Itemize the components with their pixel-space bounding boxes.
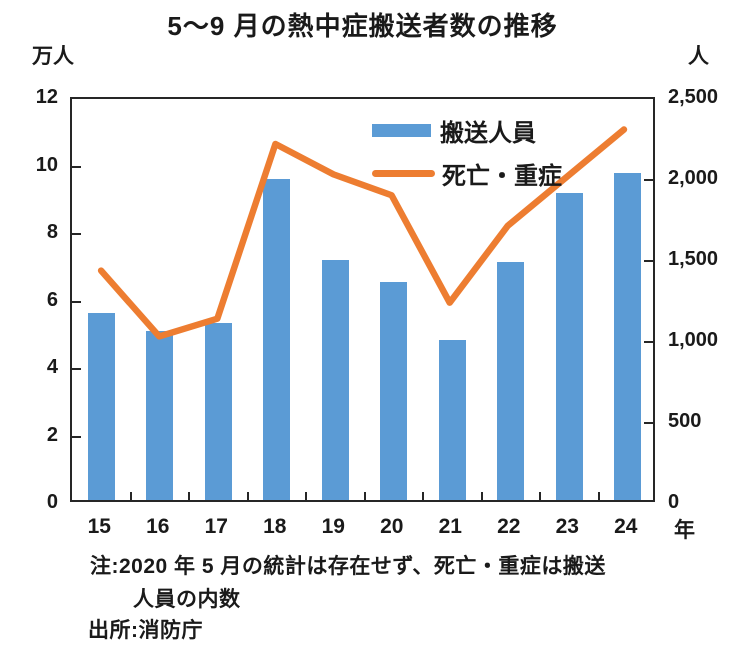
left-axis-tick-label: 10 (35, 153, 58, 176)
bar-21 (438, 339, 466, 500)
legend: 搬送人員 死亡・重症 (372, 109, 562, 195)
bar-24 (614, 172, 642, 500)
left-axis-tick-label: 8 (46, 221, 58, 243)
x-axis-tick (422, 492, 424, 500)
left-axis-tick-label: 12 (35, 86, 58, 108)
right-axis-unit: 人 (688, 45, 709, 68)
x-axis-tick (539, 492, 541, 500)
x-axis-unit: 年 (674, 519, 695, 542)
x-axis-tick (188, 492, 190, 500)
bar-18 (263, 179, 291, 500)
x-axis-tick (363, 492, 366, 500)
right-axis-tick-label: 0 (668, 491, 680, 513)
x-axis-label-22: 22 (497, 515, 521, 538)
x-axis-label-19: 19 (321, 515, 345, 538)
source-line: 出所:消防庁 (88, 619, 203, 642)
bar-19 (321, 260, 349, 500)
bar-17 (204, 322, 232, 500)
left-axis-tick-label: 4 (46, 356, 58, 378)
x-axis-label-17: 17 (204, 515, 228, 538)
x-axis-label-24: 24 (614, 515, 638, 538)
bar-22 (497, 262, 525, 500)
x-axis-label-20: 20 (380, 515, 404, 538)
right-axis-tick (644, 422, 653, 424)
right-axis-tick-label: 2,000 (668, 167, 719, 189)
left-axis-tick (72, 165, 81, 168)
left-axis-tick-label: 0 (46, 491, 58, 513)
right-axis-tick (644, 179, 653, 181)
x-axis-tick (129, 492, 132, 500)
line-series-svg (97, 126, 628, 340)
right-axis-tick (644, 341, 653, 343)
bar-16 (146, 331, 174, 500)
x-axis-tick (480, 492, 483, 500)
x-axis-label-23: 23 (555, 515, 579, 538)
x-axis-tick (597, 492, 600, 500)
bar-15 (87, 312, 115, 500)
left-axis-tick (72, 368, 81, 370)
plot-area: 搬送人員 死亡・重症 (70, 97, 655, 502)
deaths-severe-line (97, 126, 628, 340)
right-axis-tick-label: 1,500 (668, 248, 719, 270)
line-series-swatch (372, 170, 435, 177)
note-line-2: 人員の内数 (133, 588, 241, 611)
left-axis-tick (72, 300, 81, 303)
bar-23 (555, 192, 583, 500)
x-axis-label-18: 18 (263, 515, 287, 538)
right-axis-tick-label: 2,500 (668, 86, 719, 108)
x-axis-label-21: 21 (438, 515, 462, 538)
legend-label-transported: 搬送人員 (440, 120, 536, 147)
legend-item-deaths-severe: 死亡・重症 (372, 152, 562, 195)
x-axis-label-15: 15 (87, 515, 111, 538)
left-axis-tick-label: 6 (46, 288, 58, 311)
legend-item-transported: 搬送人員 (372, 109, 562, 152)
legend-label-deaths-severe: 死亡・重症 (442, 163, 562, 190)
note-line-1: 注:2020 年 5 月の統計は存在せず、死亡・重症は搬送 (90, 555, 606, 578)
bar-series-swatch (372, 124, 431, 137)
right-axis-tick-label: 500 (668, 410, 702, 432)
chart-title: 5〜9 月の熱中症搬送者数の推移 (167, 11, 558, 41)
right-axis-tick-label: 1,000 (668, 329, 719, 351)
left-axis-tick-label: 2 (46, 423, 58, 446)
right-axis-tick (644, 260, 653, 262)
bar-20 (380, 282, 408, 500)
left-axis-tick (72, 233, 81, 235)
x-axis-tick (305, 492, 307, 500)
left-axis-unit: 万人 (32, 45, 74, 68)
x-axis-label-16: 16 (146, 515, 170, 538)
left-axis-tick (72, 435, 81, 438)
x-axis-tick (246, 492, 249, 500)
